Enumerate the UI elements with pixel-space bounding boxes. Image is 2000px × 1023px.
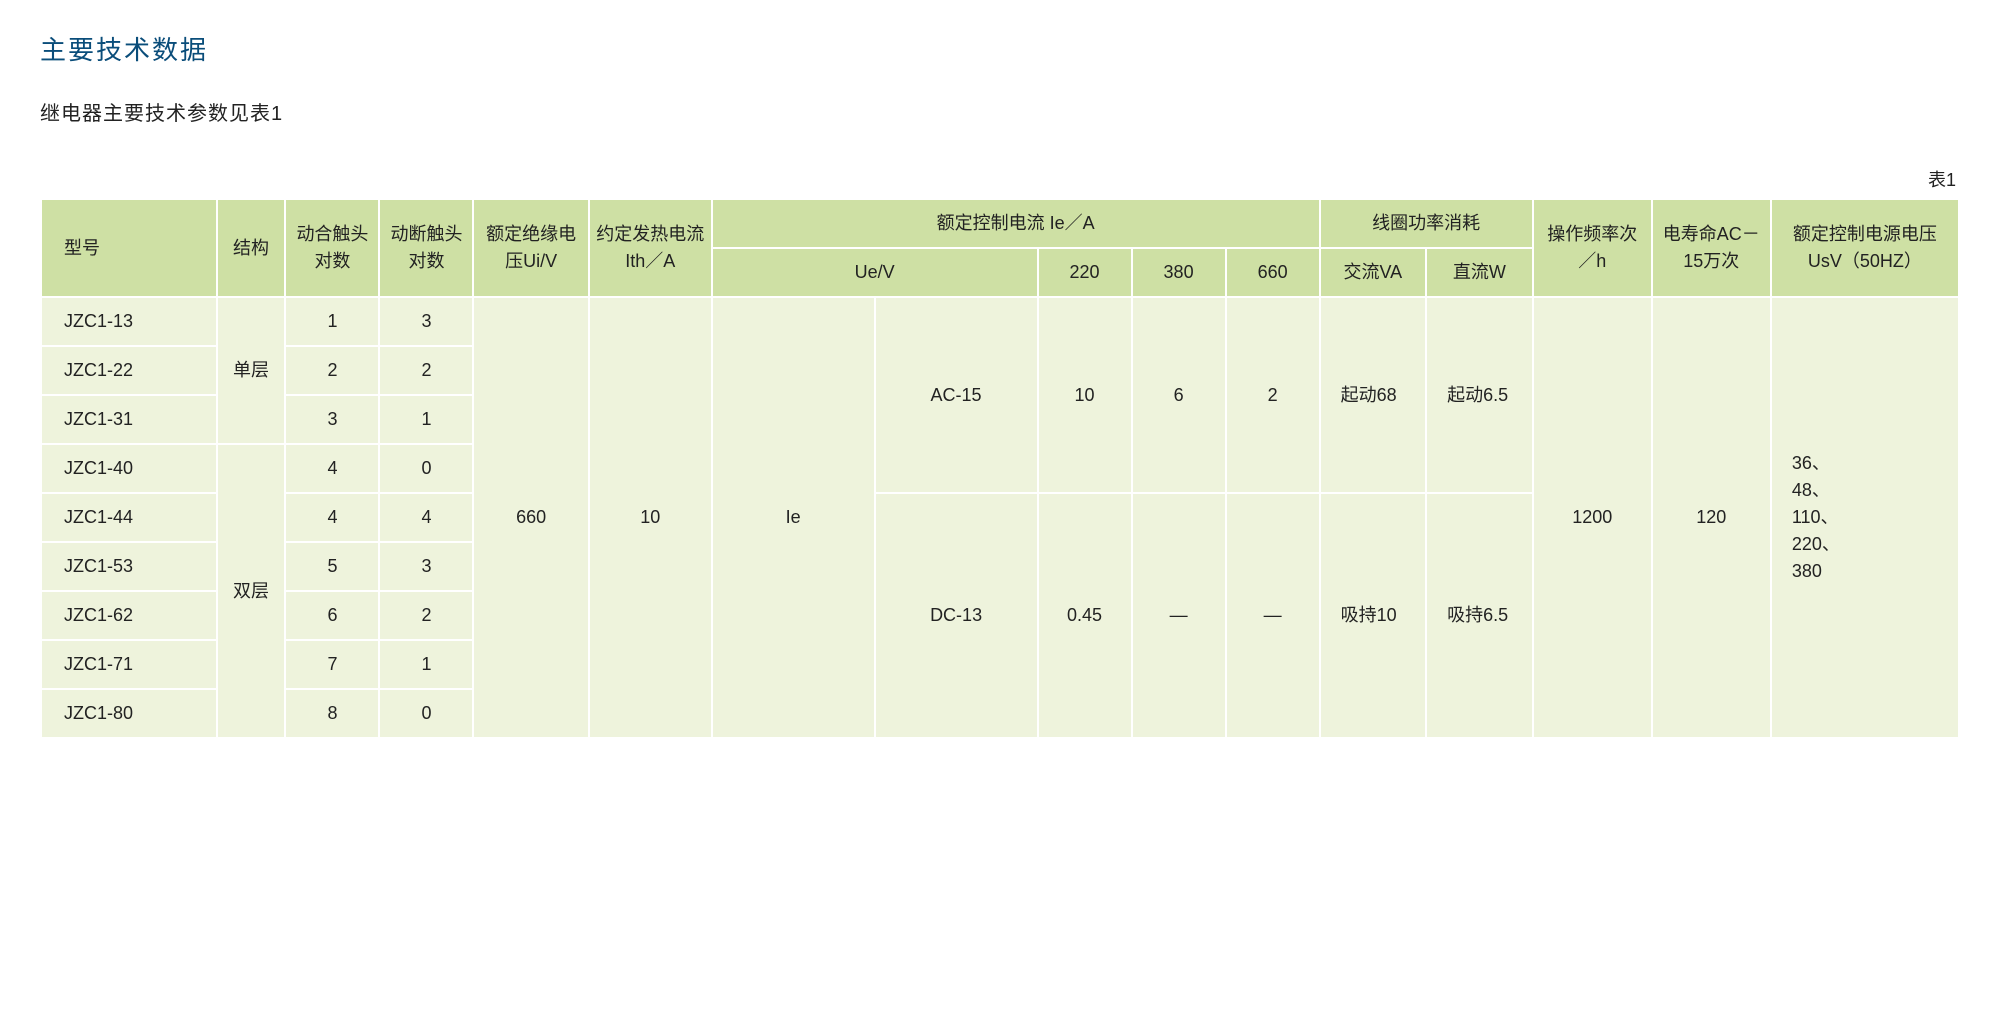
th-ith: 约定发热电流Ith／A: [589, 199, 712, 297]
cell-coil-ac-hold: 吸持10: [1320, 493, 1427, 738]
cell-struct-single: 单层: [217, 297, 286, 444]
cell-coil-ac-start: 起动68: [1320, 297, 1427, 493]
cell-ac15-380: 6: [1132, 297, 1226, 493]
th-ie-group: 额定控制电流 Ie／A: [712, 199, 1320, 248]
cell-no: 2: [285, 346, 379, 395]
table-body: JZC1-13 单层 1 3 660 10 Ie AC-15 10 6 2 起动…: [41, 297, 1959, 738]
cell-ui: 660: [473, 297, 588, 738]
cell-model: JZC1-40: [41, 444, 217, 493]
cell-nc: 2: [379, 346, 473, 395]
th-ac: 交流VA: [1320, 248, 1427, 297]
th-nc: 动断触头对数: [379, 199, 473, 297]
th-coil-group: 线圈功率消耗: [1320, 199, 1533, 248]
cell-model: JZC1-44: [41, 493, 217, 542]
cell-ith: 10: [589, 297, 712, 738]
cell-dc13-380: —: [1132, 493, 1226, 738]
cell-freq: 1200: [1533, 297, 1652, 738]
cell-no: 1: [285, 297, 379, 346]
th-ui: 额定绝缘电压Ui/V: [473, 199, 588, 297]
th-structure: 结构: [217, 199, 286, 297]
th-freq: 操作频率次／h: [1533, 199, 1652, 297]
th-ue: Ue/V: [712, 248, 1038, 297]
page-title: 主要技术数据: [40, 30, 1960, 67]
cell-model: JZC1-31: [41, 395, 217, 444]
cell-nc: 3: [379, 542, 473, 591]
cell-no: 5: [285, 542, 379, 591]
cell-ac15-220: 10: [1038, 297, 1132, 493]
cell-coil-dc-start: 起动6.5: [1426, 297, 1533, 493]
cell-model: JZC1-13: [41, 297, 217, 346]
cell-ac15-660: 2: [1226, 297, 1320, 493]
cell-no: 8: [285, 689, 379, 738]
cell-no: 6: [285, 591, 379, 640]
cell-model: JZC1-80: [41, 689, 217, 738]
cell-life: 120: [1652, 297, 1771, 738]
cell-ie: Ie: [712, 297, 875, 738]
cell-no: 7: [285, 640, 379, 689]
cell-dc13-220: 0.45: [1038, 493, 1132, 738]
cell-coil-dc-hold: 吸持6.5: [1426, 493, 1533, 738]
cell-no: 4: [285, 493, 379, 542]
cell-model: JZC1-62: [41, 591, 217, 640]
cell-dc13: DC-13: [875, 493, 1038, 738]
cell-model: JZC1-71: [41, 640, 217, 689]
cell-nc: 3: [379, 297, 473, 346]
spec-table: 型号 结构 动合触头对数 动断触头对数 额定绝缘电压Ui/V 约定发热电流Ith…: [40, 198, 1960, 739]
table-row: JZC1-13 单层 1 3 660 10 Ie AC-15 10 6 2 起动…: [41, 297, 1959, 346]
th-no: 动合触头对数: [285, 199, 379, 297]
cell-ac15: AC-15: [875, 297, 1038, 493]
th-380: 380: [1132, 248, 1226, 297]
cell-model: JZC1-53: [41, 542, 217, 591]
th-660: 660: [1226, 248, 1320, 297]
cell-nc: 0: [379, 689, 473, 738]
th-life: 电寿命AC－15万次: [1652, 199, 1771, 297]
page-subtitle: 继电器主要技术参数见表1: [40, 97, 1960, 126]
cell-nc: 4: [379, 493, 473, 542]
th-220: 220: [1038, 248, 1132, 297]
th-dc: 直流W: [1426, 248, 1533, 297]
th-model: 型号: [41, 199, 217, 297]
cell-no: 4: [285, 444, 379, 493]
cell-nc: 1: [379, 395, 473, 444]
cell-nc: 0: [379, 444, 473, 493]
table-label: 表1: [40, 166, 1960, 192]
cell-dc13-660: —: [1226, 493, 1320, 738]
cell-struct-double: 双层: [217, 444, 286, 738]
th-usv: 额定控制电源电压UsV（50HZ）: [1771, 199, 1959, 297]
table-header: 型号 结构 动合触头对数 动断触头对数 额定绝缘电压Ui/V 约定发热电流Ith…: [41, 199, 1959, 297]
cell-nc: 1: [379, 640, 473, 689]
cell-no: 3: [285, 395, 379, 444]
cell-nc: 2: [379, 591, 473, 640]
cell-usv: 36、 48、 110、 220、 380: [1771, 297, 1959, 738]
cell-model: JZC1-22: [41, 346, 217, 395]
